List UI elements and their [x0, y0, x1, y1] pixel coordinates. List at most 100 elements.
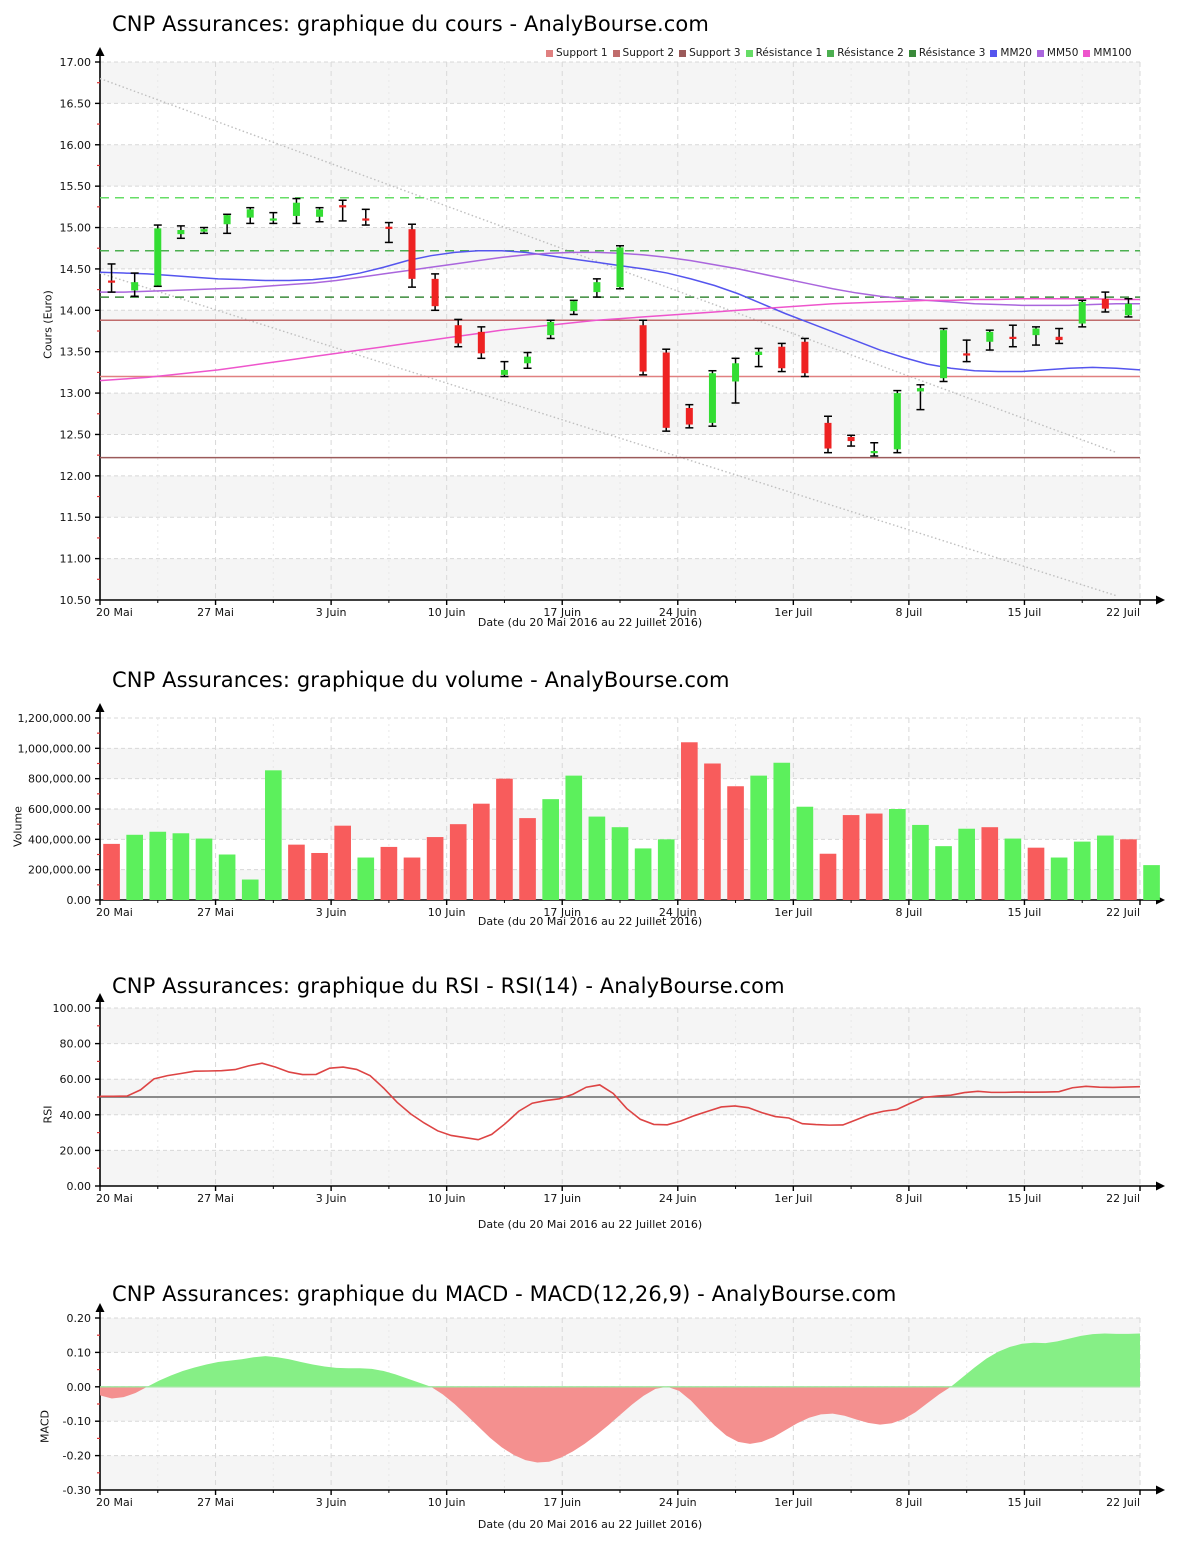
rsi-chart-plot: 0.00 20.00 40.00 60.00 80.00 100.00 20 Mai 27 M…	[53, 993, 1165, 1205]
volume-bar	[149, 831, 167, 900]
candlestick	[315, 206, 324, 223]
macd-chart-title: CNP Assurances: graphique du MACD - MACD…	[112, 1282, 897, 1306]
y-tick-label: 0.00	[67, 1381, 92, 1394]
volume-bar	[657, 839, 675, 900]
volume-bar	[426, 837, 444, 900]
volume-bar	[334, 825, 351, 900]
volume-bar	[288, 844, 305, 900]
volume-bar	[865, 813, 883, 900]
y-axis-arrow-icon	[95, 1303, 105, 1312]
y-tick-label: 40.00	[60, 1109, 92, 1122]
candlestick-body	[593, 282, 601, 293]
candlestick-body	[1055, 336, 1063, 341]
y-tick-label: 12.50	[60, 428, 92, 441]
moving-average-line	[99, 297, 1140, 382]
candlestick	[662, 348, 671, 432]
candlestick-body	[524, 356, 532, 364]
x-tick-label: 10 Juin	[428, 1192, 466, 1205]
candlestick	[477, 326, 486, 360]
legend-swatch-icon	[990, 49, 998, 57]
legend-label: Support 2	[622, 47, 675, 59]
x-tick-label: 20 Mai	[96, 906, 133, 919]
x-tick-label: 20 Mai	[96, 606, 133, 619]
legend-entry-support-1: Support 1	[546, 47, 608, 59]
volume-bar	[1027, 847, 1045, 900]
candlestick	[962, 339, 971, 363]
x-tick-label: 1er Juil	[774, 1496, 812, 1509]
x-tick-label: 22 Juil	[1106, 606, 1140, 619]
price-chart-title: CNP Assurances: graphique du cours - Ana…	[112, 12, 709, 36]
candlestick	[893, 389, 902, 454]
x-axis-arrow-icon	[1156, 595, 1165, 605]
candlestick-body	[986, 331, 994, 342]
volume-bar	[218, 854, 236, 900]
candlestick-body	[154, 228, 162, 286]
candlestick-body	[1101, 298, 1109, 309]
candlestick	[731, 357, 740, 404]
legend-label: MM50	[1046, 47, 1079, 59]
macd-x-axis-label: Date (du 20 Mai 2016 au 22 Juillet 2016)	[477, 1518, 703, 1531]
macd-positive-area	[100, 1333, 1140, 1387]
volume-bar	[958, 828, 975, 900]
legend-entry-mm100: MM100	[1083, 47, 1132, 59]
volume-bar	[496, 778, 513, 900]
y-tick-label: 16.50	[60, 97, 92, 110]
candlestick	[847, 434, 856, 447]
candlestick-body	[408, 229, 416, 279]
macd-chart-panel: CNP Assurances: graphique du MACD - MACD…	[0, 1260, 1200, 1550]
candlestick	[361, 208, 370, 226]
candlestick-body	[732, 363, 740, 382]
legend-entry-support-3: Support 3	[679, 47, 741, 59]
price-chart-plot: 10.50 11.00 11.50 12.00 12.50 13.00 13.50 14.00…	[60, 47, 1165, 619]
candlestick	[431, 273, 440, 312]
volume-x-axis-label: Date (du 20 Mai 2016 au 22 Juillet 2016)	[477, 915, 703, 928]
legend-label: MM20	[1000, 47, 1032, 59]
y-tick-label: 14.00	[60, 304, 92, 317]
x-tick-label: 3 Juin	[316, 606, 347, 619]
candlestick-body	[893, 393, 901, 450]
volume-bar	[1097, 835, 1114, 900]
candlestick	[176, 225, 185, 240]
candlestick-body	[316, 209, 324, 217]
candlestick	[939, 327, 948, 383]
y-tick-label: 20.00	[60, 1144, 92, 1157]
candlestick-body	[223, 215, 231, 225]
y-tick-label: 13.50	[60, 346, 92, 359]
candlestick-body	[131, 282, 139, 291]
legend-swatch-icon	[679, 49, 687, 57]
volume-bar	[172, 833, 190, 900]
volume-bar	[912, 824, 929, 900]
y-tick-label: 0.00	[67, 894, 92, 907]
legend-entry-r-sistance-1: Résistance 1	[745, 47, 822, 59]
volume-bar	[1004, 838, 1022, 900]
candlestick	[153, 224, 162, 288]
volume-bar	[889, 809, 906, 900]
rsi-chart-title: CNP Assurances: graphique du RSI - RSI(1…	[112, 974, 785, 998]
price-chart-legend: Support 1 Support 2 Support 3 Résistance 1 R…	[546, 47, 1137, 59]
x-tick-label: 17 Juin	[543, 1192, 581, 1205]
candlestick	[592, 278, 601, 298]
legend-label: Support 3	[689, 47, 741, 59]
candlestick	[292, 197, 301, 225]
legend-swatch-icon	[1083, 49, 1091, 57]
volume-bar	[588, 816, 606, 900]
x-tick-label: 17 Juin	[543, 906, 581, 919]
x-tick-label: 17 Juin	[543, 606, 581, 619]
volume-bar	[311, 852, 328, 900]
y-tick-label: 12.00	[60, 470, 92, 483]
y-axis-arrow-icon	[95, 703, 105, 712]
y-axis-arrow-icon	[95, 47, 105, 56]
y-tick-label: 16.00	[60, 139, 92, 152]
candlestick-body	[940, 330, 948, 379]
y-tick-label: -0.20	[63, 1450, 91, 1463]
volume-bar	[357, 857, 375, 900]
x-tick-label: 3 Juin	[316, 1496, 347, 1509]
y-tick-label: 60.00	[60, 1073, 92, 1086]
y-tick-label: 14.50	[60, 263, 92, 276]
volume-bar	[126, 834, 143, 900]
volume-bar	[1050, 857, 1068, 900]
legend-swatch-icon	[745, 49, 753, 57]
legend-label: MM100	[1093, 47, 1132, 59]
candlestick	[824, 415, 832, 454]
candlestick-body	[685, 407, 693, 425]
